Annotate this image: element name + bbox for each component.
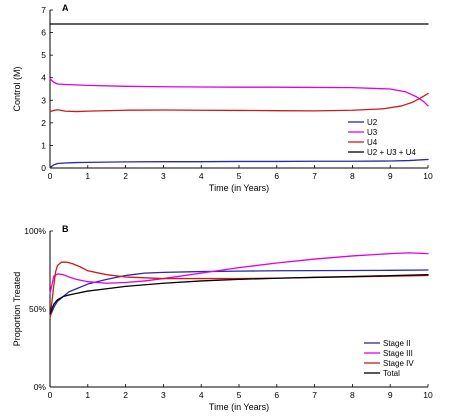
x-tick-label: 2 — [123, 171, 128, 181]
legend-label: U2 + U3 + U4 — [367, 148, 416, 157]
y-tick-label: 3 — [41, 95, 46, 105]
legend-label: U4 — [367, 138, 378, 147]
x-tick-label: 1 — [85, 171, 90, 181]
x-tick-label: 7 — [312, 171, 317, 181]
x-tick-label: 6 — [274, 390, 279, 400]
x-tick-label: 3 — [161, 390, 166, 400]
y-tick-label: 50% — [29, 304, 46, 314]
series-line-1 — [49, 78, 429, 107]
series-line-2 — [49, 92, 429, 113]
panel-label: B — [62, 224, 69, 234]
y-tick-label: 1 — [41, 140, 46, 150]
x-tick-label: 7 — [312, 390, 317, 400]
legend-label: Total — [383, 369, 400, 378]
panel-a: 0 1 2 3 4 5 6 7 8 9 10 0 1 2 3 4 5 6 7 Time (in Years) Contr… — [12, 3, 433, 193]
x-tick-label: 0 — [48, 171, 53, 181]
legend-label: Stage III — [383, 349, 413, 358]
y-tick-label: 100% — [24, 226, 46, 236]
x-axis-title: Time (in Years) — [209, 183, 269, 193]
y-tick-label: 5 — [41, 50, 46, 60]
series-line-1 — [49, 252, 429, 295]
legend-label: Stage II — [383, 339, 411, 348]
panel-label: A — [62, 3, 69, 13]
x-tick-label: 4 — [199, 171, 204, 181]
x-tick-label: 0 — [48, 390, 53, 400]
series-line-3 — [49, 274, 429, 315]
x-tick-label: 5 — [237, 171, 242, 181]
y-tick-label: 2 — [41, 118, 46, 128]
series-line-0 — [49, 158, 429, 169]
y-tick-label: 7 — [41, 5, 46, 15]
x-tick-label: 10 — [423, 390, 433, 400]
x-axis-title: Time (in Years) — [209, 402, 269, 412]
x-tick-label: 6 — [274, 171, 279, 181]
x-tick-label: 8 — [350, 171, 355, 181]
y-tick-label: 4 — [41, 73, 46, 83]
y-tick-label: 6 — [41, 28, 46, 38]
legend-label: U2 — [367, 118, 378, 127]
x-tick-label: 5 — [237, 390, 242, 400]
legend-label: Stage IV — [383, 359, 414, 368]
x-tick-label: 9 — [388, 171, 393, 181]
x-tick-label: 2 — [123, 390, 128, 400]
x-tick-label: 8 — [350, 390, 355, 400]
x-tick-label: 9 — [388, 390, 393, 400]
x-tick-label: 1 — [85, 390, 90, 400]
y-axis-title: Control (M) — [12, 66, 22, 111]
y-tick-label: 0 — [41, 163, 46, 173]
x-tick-label: 3 — [161, 171, 166, 181]
legend-label: U3 — [367, 128, 378, 137]
y-tick-label: 0% — [34, 382, 47, 392]
y-axis-title: Proportion Treated — [12, 272, 22, 347]
x-tick-label: 10 — [423, 171, 433, 181]
panel-b: 0 1 2 3 4 5 6 7 8 9 100%50%100%Time (in Years)Prop… — [12, 224, 433, 412]
x-tick-label: 4 — [199, 390, 204, 400]
